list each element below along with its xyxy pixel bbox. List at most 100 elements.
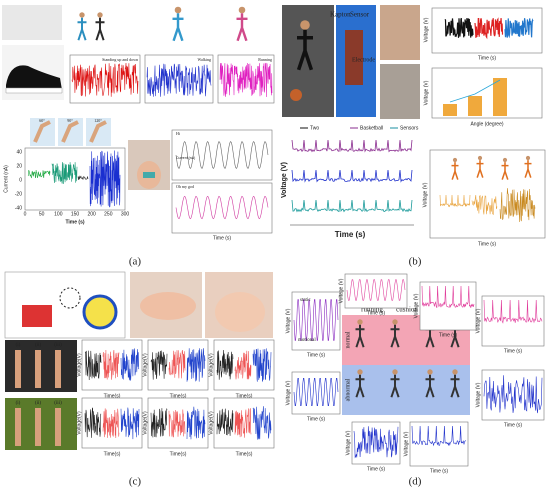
figure-icon [238, 6, 246, 14]
axis-label: Voltage(V) [208, 353, 214, 377]
axis-label: Voltage (V) [285, 380, 291, 405]
axis-label: Voltage (V) [281, 162, 288, 198]
axis-label: Time (s) [430, 468, 448, 474]
panel-label: (b) [409, 256, 422, 268]
tick-label: 100 [54, 211, 63, 217]
label: 90° [67, 118, 73, 123]
axis-label: Time (s) [307, 352, 325, 358]
trend [449, 79, 501, 103]
waveform [252, 348, 272, 383]
tick-label: 20 [16, 163, 22, 169]
axis-label: Voltage (V) [338, 278, 344, 303]
axis-label: Time (s) [478, 55, 496, 61]
legend-label: Basketball [360, 125, 383, 131]
waveform [186, 348, 206, 382]
phase-label: cushion [396, 306, 418, 314]
ball [290, 89, 302, 101]
bar [443, 104, 457, 116]
tick-label: 300 [121, 211, 130, 217]
figure-icon [501, 162, 509, 180]
elbow [215, 292, 265, 332]
tick-label: 0 [24, 211, 27, 217]
waveform [71, 62, 139, 97]
figure-icon [476, 160, 484, 178]
figure-icon [357, 369, 363, 375]
shoe [6, 65, 62, 92]
label: (ii) [35, 401, 41, 406]
axis-label: Time (s) [367, 310, 385, 316]
waveform [353, 426, 399, 459]
waveform [77, 175, 89, 180]
waveform [150, 350, 168, 380]
axis-label: Time (s) [504, 422, 522, 428]
plot-title: Standing up and down [102, 57, 138, 62]
label: Hi [176, 131, 181, 136]
waveform [444, 17, 474, 38]
label: (iii) [54, 401, 62, 406]
waveform [216, 408, 234, 436]
photo [2, 5, 62, 40]
tick-label: 250 [104, 211, 113, 217]
axis-label: Voltage (V) [475, 382, 481, 407]
axis-label: Voltage(V) [142, 411, 148, 435]
label: static [300, 298, 311, 303]
figure-icon [95, 17, 105, 41]
plot-frame [481, 295, 545, 347]
volleyball [82, 294, 118, 330]
axis-label: Time (s) [307, 416, 325, 422]
axis-label: Voltage (V) [413, 293, 419, 318]
waveform [84, 407, 102, 438]
waveform [27, 169, 51, 179]
axis-label: Time (s) [367, 466, 385, 472]
plot-title: Walking [198, 57, 211, 62]
tick-label: 200 [87, 211, 96, 217]
finger [33, 120, 51, 143]
waveform [175, 141, 269, 169]
axis-label: Voltage (V) [345, 430, 351, 455]
axis-label: Voltage (V) [422, 182, 428, 207]
axis-label: Time(s) [170, 451, 187, 457]
waveform [293, 378, 339, 406]
photo [380, 64, 420, 119]
waveform [439, 194, 471, 208]
sensor [143, 172, 155, 178]
panel-label: (d) [409, 476, 422, 488]
waveform [471, 194, 498, 216]
axis-label: Time (s) [439, 332, 457, 338]
waveform [291, 199, 413, 213]
figure-icon [236, 13, 248, 42]
figure-icon [357, 319, 363, 325]
label: Kapton [330, 11, 351, 19]
axis-label: Voltage (V) [285, 308, 291, 333]
figure-icon [450, 374, 460, 398]
figure-icon [452, 369, 458, 375]
axis-label: Time(s) [236, 393, 253, 399]
waveform [291, 169, 413, 183]
figure-icon [97, 12, 103, 18]
axis-label: Time (s) [213, 235, 231, 241]
label: Oh my god [176, 184, 194, 189]
waveform [168, 409, 186, 438]
figure-icon [477, 155, 483, 161]
tick-label: 0 [19, 177, 22, 183]
waveform [421, 285, 475, 309]
label: 120° [94, 118, 102, 123]
waveform [146, 63, 212, 97]
figure-icon [172, 13, 184, 42]
waveform [84, 350, 102, 381]
hand [140, 292, 196, 320]
plot-frame [429, 149, 546, 239]
label: (i) [16, 401, 21, 406]
axis-label: Angle (degree) [470, 121, 503, 127]
bar [493, 78, 507, 116]
tick-label: 40 [16, 149, 22, 155]
state-label: abnormal [345, 378, 351, 401]
waveform [483, 299, 543, 324]
waveform [346, 279, 406, 301]
label: motional [298, 338, 316, 343]
finger [61, 120, 79, 143]
axis-label: Current (nA) [176, 156, 195, 160]
phase-label: running [361, 306, 383, 314]
axis-label: Voltage(V) [142, 353, 148, 377]
